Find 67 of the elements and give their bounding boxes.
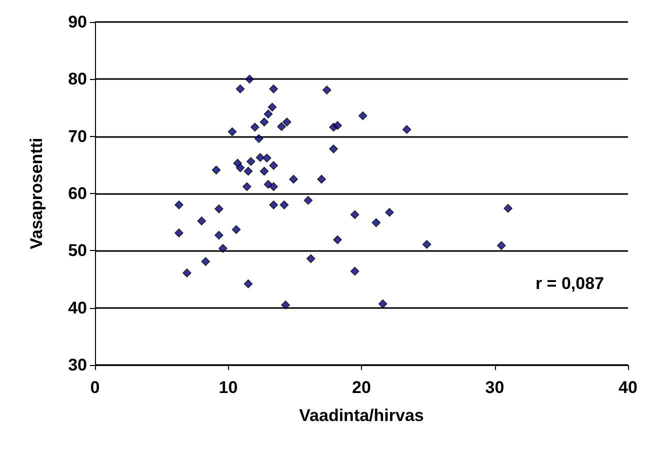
point [236, 163, 245, 172]
point [333, 235, 342, 244]
point [269, 200, 278, 210]
point [268, 102, 277, 112]
point [269, 161, 278, 170]
point [212, 166, 221, 174]
x-tick-label: 30 [485, 378, 504, 397]
y-tick-label: 30 [68, 356, 87, 374]
x-axis-title: Vaadinta/hirvas [299, 406, 424, 425]
point [262, 154, 272, 162]
point [214, 230, 224, 240]
point [289, 174, 298, 184]
point [244, 279, 253, 288]
y-tick-label: 40 [68, 298, 87, 318]
point [322, 86, 332, 94]
point [385, 208, 394, 217]
x-tick-label: 10 [218, 378, 238, 397]
point [228, 127, 237, 136]
point [264, 110, 273, 118]
point [402, 125, 412, 134]
point [174, 228, 184, 238]
point [250, 122, 260, 132]
point [197, 216, 206, 226]
point [246, 157, 256, 166]
point [504, 204, 512, 213]
point [218, 244, 228, 253]
point [260, 166, 269, 176]
point [244, 166, 253, 176]
point [236, 84, 245, 94]
point [269, 84, 278, 94]
point [182, 268, 192, 278]
x-tick-label: 0 [90, 378, 100, 397]
y-tick-label: 90 [68, 12, 87, 32]
point [214, 204, 224, 214]
point [304, 196, 313, 205]
point [256, 153, 265, 162]
y-tick-label: 80 [68, 70, 87, 89]
x-tick-label: 40 [618, 378, 638, 397]
y-tick-label: 50 [68, 241, 87, 260]
point [422, 240, 432, 249]
point [497, 241, 506, 250]
point [358, 111, 368, 120]
point [260, 118, 269, 126]
point [350, 210, 360, 220]
point [282, 118, 292, 126]
point [277, 122, 286, 132]
point [350, 266, 360, 276]
point [245, 74, 254, 84]
y-axis-title: Vasaprosentti [27, 138, 46, 250]
point [281, 300, 290, 310]
annotation: r = 0,087 [535, 274, 604, 293]
point [280, 200, 289, 210]
point [372, 218, 381, 228]
point [378, 299, 388, 308]
x-tick-label: 20 [352, 378, 371, 397]
point [306, 254, 316, 264]
point [317, 174, 326, 184]
point [329, 144, 338, 154]
point [242, 182, 252, 192]
point [232, 225, 241, 234]
point [201, 257, 210, 266]
y-tick-label: 70 [68, 126, 87, 146]
point [333, 121, 342, 130]
y-tick-label: 60 [68, 184, 87, 203]
point [174, 200, 184, 210]
point [254, 134, 264, 144]
point [269, 182, 278, 192]
